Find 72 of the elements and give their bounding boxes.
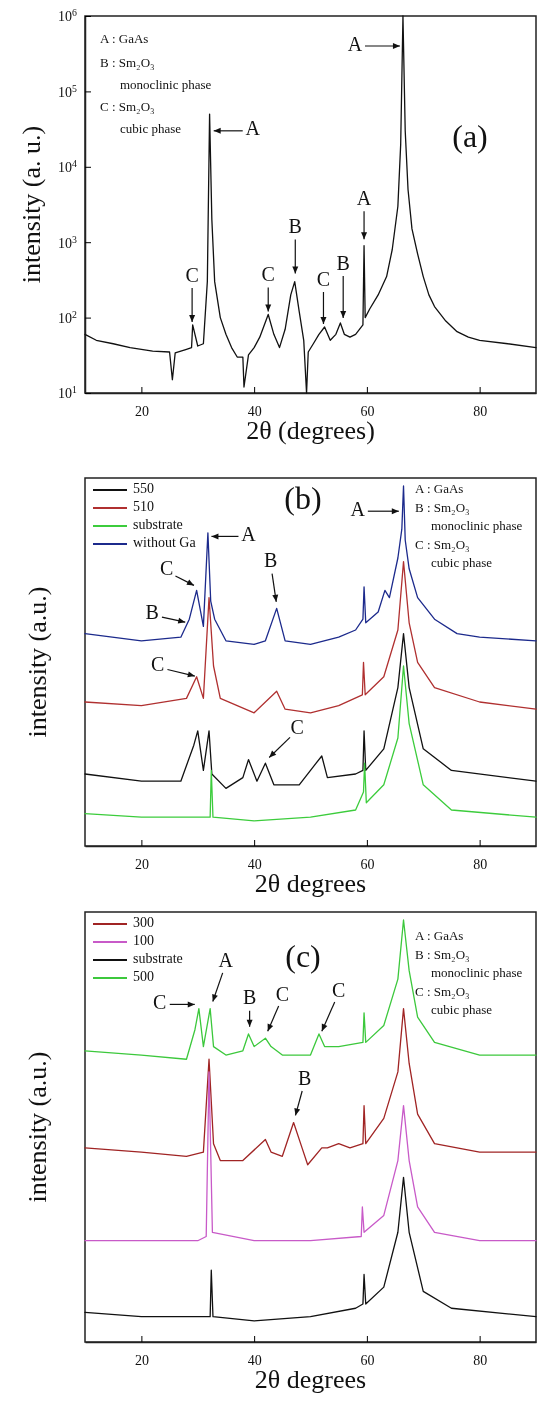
annotation: A : GaAs <box>415 927 464 943</box>
line-series <box>84 15 537 394</box>
annotation: B <box>242 986 257 1009</box>
annotation: A <box>218 948 234 971</box>
annotation: A <box>245 117 261 140</box>
legend-label: 500 <box>133 969 154 985</box>
annotation: (c) <box>285 938 321 975</box>
annotation: C <box>275 982 290 1005</box>
annotation: B <box>336 251 350 274</box>
annotation: C <box>185 263 199 286</box>
annotation: (b) <box>284 480 322 517</box>
x-tick-label: 80 <box>473 856 488 872</box>
annotation: C <box>159 557 174 580</box>
y-tick-label: 10$^{3}$ <box>58 233 78 251</box>
legend-label: substrate <box>133 517 183 533</box>
annotation: C : Sm₂O₃ <box>415 536 470 552</box>
annotation: A <box>350 497 366 520</box>
annotation: C <box>151 653 165 676</box>
x-axis-title: 2θ (degrees) <box>246 416 375 445</box>
annotation: (a) <box>452 118 488 155</box>
annotation: monoclinic phase <box>120 76 212 92</box>
x-tick-label: 20 <box>134 403 149 419</box>
y-axis-title: intensity (a. u.) <box>17 125 46 284</box>
legend-label: without Ga <box>133 535 197 551</box>
annotation: A : GaAs <box>415 480 464 496</box>
annotation: monoclinic phase <box>431 517 523 533</box>
annotation: A <box>356 186 372 209</box>
y-axis-title: intensity (a.u.) <box>23 1051 52 1203</box>
y-tick-label: 10$^{2}$ <box>58 308 78 326</box>
annotation: B : Sm₂O₃ <box>100 54 155 70</box>
annotation: monoclinic phase <box>431 964 523 980</box>
legend-label: 510 <box>133 499 154 515</box>
y-axis-title: intensity (a.u.) <box>23 586 52 738</box>
annotation: C : Sm₂O₃ <box>100 98 155 114</box>
x-tick-label: 20 <box>134 856 149 872</box>
x-tick-label: 60 <box>360 856 375 872</box>
annotation: B : Sm₂O₃ <box>415 499 470 515</box>
legend-label: substrate <box>133 951 183 967</box>
annotation: cubic phase <box>120 120 182 136</box>
x-tick-label: 80 <box>473 1352 488 1368</box>
x-axis-title: 2θ degrees <box>254 1365 367 1394</box>
y-tick-label: 10$^{1}$ <box>58 383 78 402</box>
annotation: C <box>316 267 331 290</box>
annotation: B <box>288 215 302 238</box>
x-tick-label: 20 <box>134 1352 149 1368</box>
annotation: C <box>261 263 275 286</box>
legend-label: 100 <box>133 933 154 949</box>
annotation: A : GaAs <box>100 30 149 46</box>
x-tick-label: 60 <box>360 1352 375 1368</box>
annotation: B <box>145 601 159 624</box>
x-tick-label: 40 <box>247 403 262 419</box>
annotation: C : Sm₂O₃ <box>415 983 470 999</box>
annotation: cubic phase <box>431 1001 493 1017</box>
x-tick-label: 40 <box>247 1352 262 1368</box>
y-tick-label: 10$^{4}$ <box>58 157 78 176</box>
x-tick-label: 40 <box>247 856 262 872</box>
annotation: A <box>347 32 363 55</box>
x-tick-label: 60 <box>360 403 375 419</box>
legend-label: 300 <box>133 915 154 931</box>
y-tick-label: 10$^{5}$ <box>58 82 78 100</box>
annotation: C <box>290 716 304 739</box>
annotation: B <box>264 549 278 572</box>
annotation: B <box>298 1066 312 1089</box>
x-tick-label: 80 <box>473 403 488 419</box>
y-tick-label: 10$^{6}$ <box>58 6 78 25</box>
annotation: B : Sm₂O₃ <box>415 946 470 962</box>
annotation: C <box>331 978 346 1001</box>
annotation: cubic phase <box>431 554 493 570</box>
x-axis-title: 2θ degrees <box>254 869 367 898</box>
annotation: A <box>241 522 257 545</box>
legend-label: 550 <box>133 481 154 497</box>
annotation: C <box>153 990 167 1013</box>
